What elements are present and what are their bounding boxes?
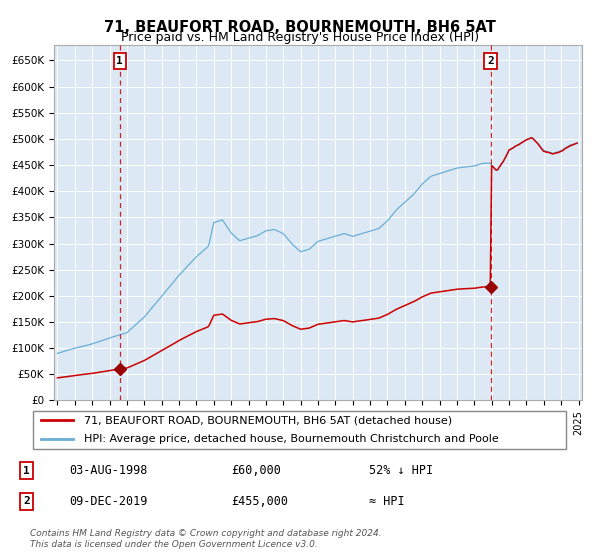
Text: 1: 1 [116, 56, 123, 66]
Text: £455,000: £455,000 [231, 495, 288, 508]
Text: £60,000: £60,000 [231, 464, 281, 477]
Text: 2: 2 [487, 56, 494, 66]
Text: 03-AUG-1998: 03-AUG-1998 [70, 464, 148, 477]
Text: HPI: Average price, detached house, Bournemouth Christchurch and Poole: HPI: Average price, detached house, Bour… [84, 435, 499, 445]
FancyBboxPatch shape [33, 411, 566, 449]
Text: Price paid vs. HM Land Registry's House Price Index (HPI): Price paid vs. HM Land Registry's House … [121, 31, 479, 44]
Text: 71, BEAUFORT ROAD, BOURNEMOUTH, BH6 5AT: 71, BEAUFORT ROAD, BOURNEMOUTH, BH6 5AT [104, 20, 496, 35]
Text: Contains HM Land Registry data © Crown copyright and database right 2024.
This d: Contains HM Land Registry data © Crown c… [30, 529, 382, 549]
Text: 2: 2 [23, 497, 30, 506]
Text: ≈ HPI: ≈ HPI [369, 495, 405, 508]
Text: 52% ↓ HPI: 52% ↓ HPI [369, 464, 433, 477]
Text: 1: 1 [23, 465, 30, 475]
Text: 09-DEC-2019: 09-DEC-2019 [70, 495, 148, 508]
Text: 71, BEAUFORT ROAD, BOURNEMOUTH, BH6 5AT (detached house): 71, BEAUFORT ROAD, BOURNEMOUTH, BH6 5AT … [84, 415, 452, 425]
